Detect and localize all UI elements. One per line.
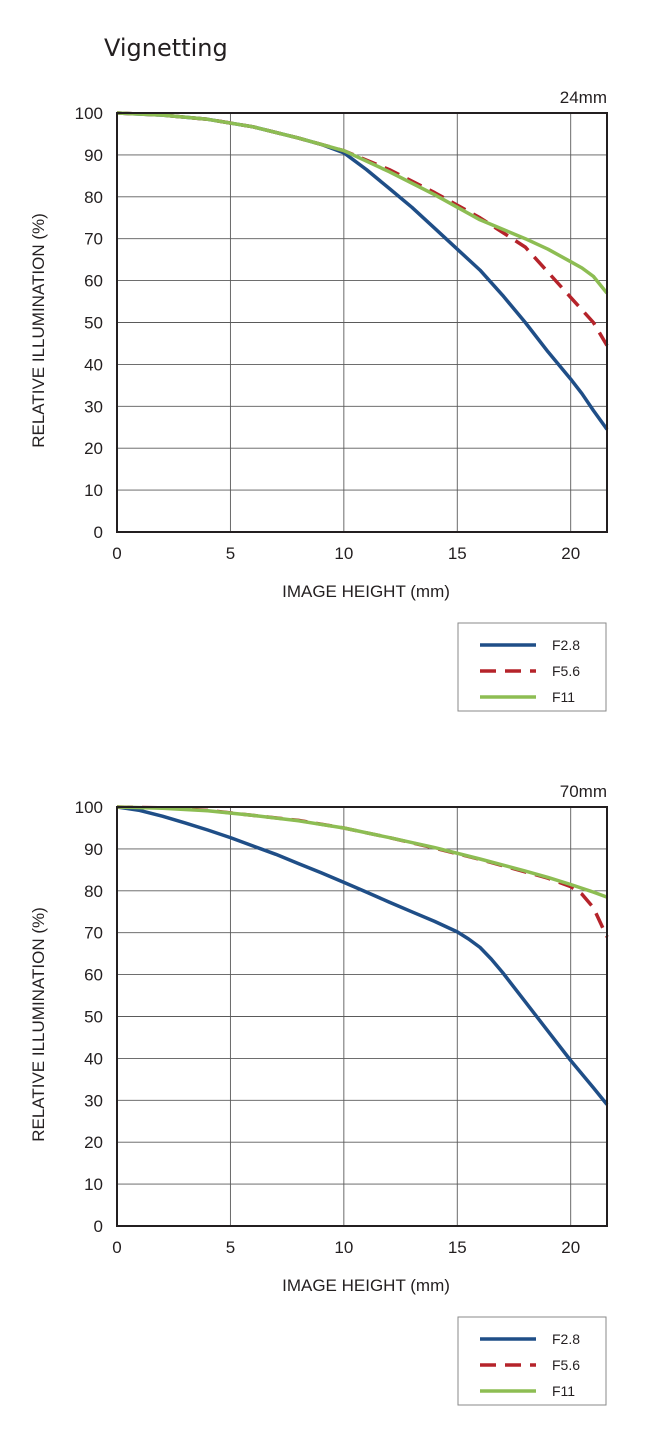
y-tick-label: 60	[84, 272, 103, 291]
legend-label: F2.8	[552, 1331, 580, 1347]
y-tick-label: 20	[84, 1133, 103, 1152]
legend-label: F2.8	[552, 637, 580, 653]
y-axis-label: RELATIVE ILLUMINATION (%)	[29, 213, 48, 448]
legend-label: F5.6	[552, 1357, 580, 1373]
y-tick-label: 40	[84, 355, 103, 374]
y-axis-label: RELATIVE ILLUMINATION (%)	[29, 907, 48, 1142]
y-tick-label: 70	[84, 230, 103, 249]
y-tick-label: 10	[84, 481, 103, 500]
x-tick-label: 5	[226, 544, 235, 563]
legend-label: F5.6	[552, 663, 580, 679]
x-axis-label: IMAGE HEIGHT (mm)	[282, 582, 450, 601]
series-line-f56	[116, 111, 609, 347]
y-tick-label: 100	[75, 798, 103, 817]
series-line-f11	[116, 111, 609, 295]
x-tick-label: 10	[334, 544, 353, 563]
y-tick-label: 30	[84, 397, 103, 416]
x-tick-label: 15	[448, 1238, 467, 1257]
y-tick-label: 0	[94, 1217, 103, 1236]
y-tick-label: 80	[84, 188, 103, 207]
x-tick-label: 15	[448, 544, 467, 563]
y-tick-label: 100	[75, 104, 103, 123]
y-tick-label: 70	[84, 924, 103, 943]
y-tick-label: 50	[84, 1008, 103, 1027]
page-title: Vignetting	[104, 34, 228, 62]
y-tick-label: 10	[84, 1175, 103, 1194]
chart-24mm: 0 10 20 30 40 50 60 70 80 90 100 0 5 10 15 20 24mm IMAGE …	[29, 88, 609, 712]
y-tick-label: 90	[84, 146, 103, 165]
y-tick-label: 90	[84, 840, 103, 859]
y-tick-label: 50	[84, 314, 103, 333]
y-tick-label: 80	[84, 882, 103, 901]
focal-length-label: 24mm	[560, 88, 607, 107]
legend-label: F11	[552, 689, 575, 705]
chart-70mm: 0 10 20 30 40 50 60 70 80 90 100 0 5 10 15 20 70mm IMAGE …	[29, 782, 609, 1406]
y-tick-label: 40	[84, 1049, 103, 1068]
y-tick-label: 0	[94, 523, 103, 542]
y-tick-label: 20	[84, 439, 103, 458]
series-line-f28	[116, 805, 609, 1106]
x-tick-label: 10	[334, 1238, 353, 1257]
y-tick-label: 60	[84, 966, 103, 985]
x-tick-label: 20	[561, 544, 580, 563]
x-axis-label: IMAGE HEIGHT (mm)	[282, 1276, 450, 1295]
x-tick-label: 20	[561, 1238, 580, 1257]
series-line-f11	[116, 805, 608, 899]
plot-frame	[116, 112, 608, 533]
legend-label: F11	[552, 1383, 575, 1399]
y-tick-label: 30	[84, 1091, 103, 1110]
x-tick-label: 0	[112, 544, 121, 563]
plot-frame	[116, 806, 608, 1227]
x-tick-label: 0	[112, 1238, 121, 1257]
focal-length-label: 70mm	[560, 782, 607, 801]
x-tick-label: 5	[226, 1238, 235, 1257]
